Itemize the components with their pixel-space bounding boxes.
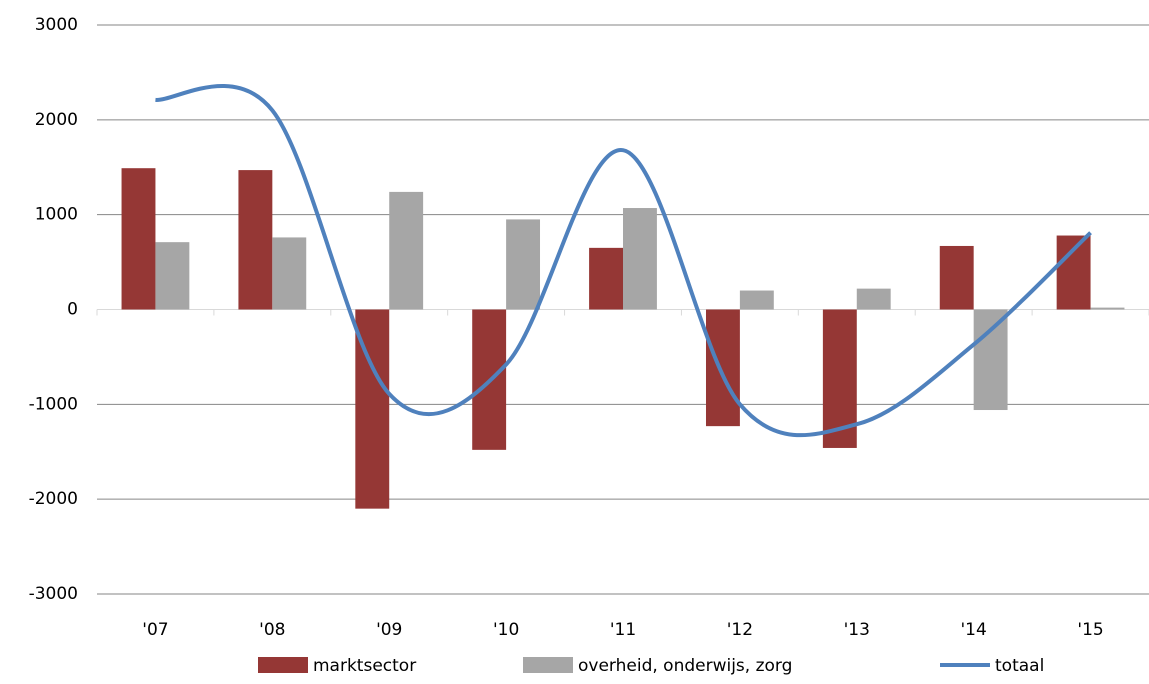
bar (739, 290, 774, 310)
bar (589, 247, 623, 310)
legend-swatch (523, 657, 573, 673)
legend-label: overheid, onderwijs, zorg (578, 656, 792, 676)
bar (1056, 235, 1091, 310)
y-tick-label: 0 (67, 300, 78, 320)
bar (506, 219, 541, 310)
bar (1090, 307, 1125, 310)
x-tick-label: '08 (259, 620, 285, 640)
x-tick-label: '09 (376, 620, 402, 640)
x-tick-label: '14 (961, 620, 987, 640)
bar (973, 309, 1008, 411)
legend-label: totaal (995, 656, 1044, 676)
y-tick-label: 3000 (35, 15, 78, 35)
x-tick-label: '13 (844, 620, 870, 640)
x-tick-label: '15 (1077, 620, 1103, 640)
y-tick-label: 2000 (35, 110, 78, 130)
legend-swatch (258, 657, 308, 673)
y-tick-label: 1000 (35, 205, 78, 225)
bar (389, 191, 424, 310)
bar (238, 170, 273, 310)
bar (155, 242, 190, 310)
bar (856, 288, 891, 310)
legend-label: marktsector (313, 656, 416, 676)
bar (705, 309, 740, 427)
line (155, 83, 1092, 438)
y-tick-label: -3000 (29, 584, 78, 604)
x-tick-label: '11 (610, 620, 636, 640)
y-tick-label: -2000 (29, 489, 78, 509)
y-tick-label: -1000 (29, 394, 78, 414)
bar (272, 237, 307, 310)
bar (623, 208, 657, 310)
x-tick-label: '12 (727, 620, 753, 640)
x-tick-label: '07 (142, 620, 168, 640)
x-tick-label: '10 (493, 620, 519, 640)
bar (121, 168, 156, 310)
bar (939, 245, 974, 310)
